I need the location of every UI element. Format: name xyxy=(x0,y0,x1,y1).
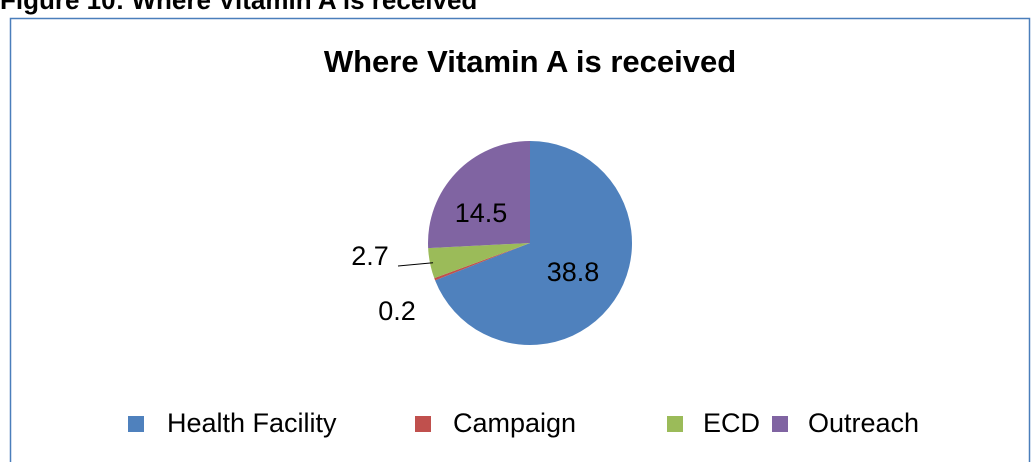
chart-title: Where Vitamin A is received xyxy=(324,44,736,79)
legend-label: Outreach xyxy=(808,408,919,438)
pie-slice xyxy=(434,243,530,281)
data-label: 2.7 xyxy=(351,241,389,271)
pie-slice xyxy=(428,141,530,249)
data-label: 38.8 xyxy=(547,257,600,287)
data-label: 14.5 xyxy=(455,198,508,228)
legend-label: Health Facility xyxy=(167,408,337,438)
figure-caption: Figure 10: Where Vitamin A is received xyxy=(0,0,477,15)
data-label: 0.2 xyxy=(378,296,416,326)
legend-swatch xyxy=(415,416,431,432)
pie-slice xyxy=(428,243,530,279)
legend-swatch xyxy=(667,416,683,432)
legend-swatch xyxy=(772,416,788,432)
legend-swatch xyxy=(128,416,144,432)
pie-slice xyxy=(435,141,632,346)
legend-label: Campaign xyxy=(453,408,576,438)
leader-line xyxy=(397,262,434,267)
legend-label: ECD xyxy=(703,408,760,438)
